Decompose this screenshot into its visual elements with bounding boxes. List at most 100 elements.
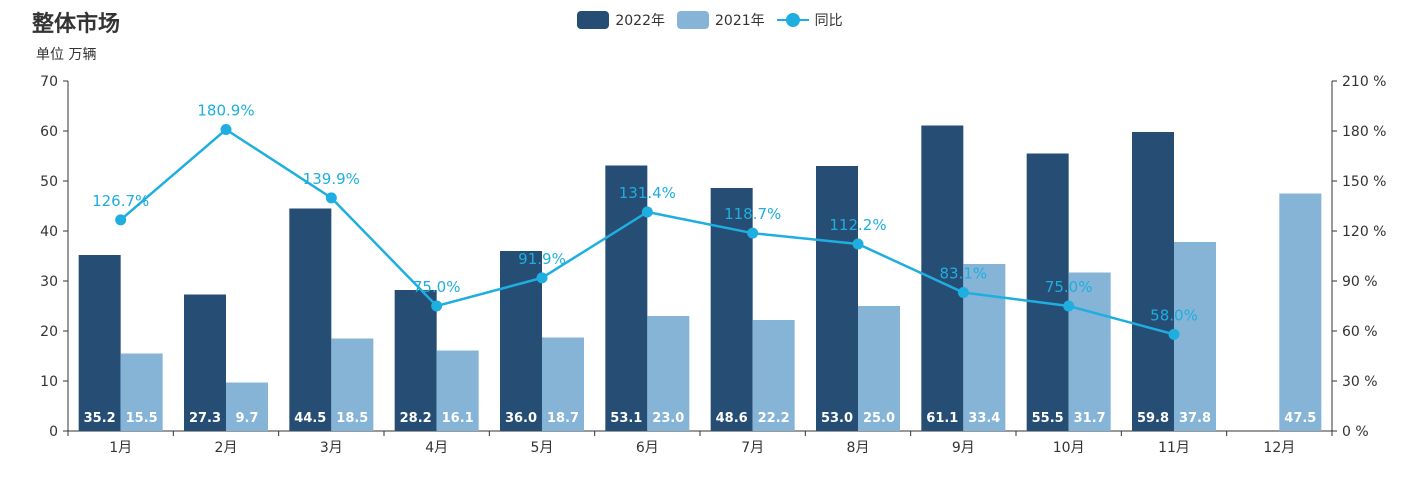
bar-2022	[289, 208, 332, 431]
bar-2022	[1026, 153, 1069, 431]
y-left-tick-label: 60	[40, 124, 58, 140]
yoy-point	[536, 272, 548, 284]
bar-label-2021: 9.7	[235, 411, 258, 426]
bar-2021	[963, 264, 1006, 431]
bar-label-2022: 35.2	[84, 411, 116, 426]
bar-label-2021: 31.7	[1074, 411, 1106, 426]
yoy-line	[119, 127, 1175, 336]
yoy-label: 83.1%	[940, 265, 988, 283]
x-tick-label: 4月	[425, 440, 448, 456]
bar-2022	[184, 294, 226, 431]
bar-2021	[120, 353, 163, 431]
legend-item-yoy[interactable]: 同比	[776, 10, 843, 30]
x-tick-label: 11月	[1158, 440, 1190, 456]
x-tick-label: 6月	[636, 440, 659, 456]
bar-label-2021: 18.7	[547, 411, 579, 426]
y-right-tick-label: 180 %	[1342, 124, 1386, 140]
bar-2021	[1174, 242, 1216, 431]
y-right-tick-label: 210 %	[1342, 74, 1386, 90]
chart-title: 整体市场	[32, 12, 121, 37]
x-tick-label: 1月	[109, 440, 132, 456]
bar-label-2021: 37.8	[1179, 411, 1211, 426]
bar-2021	[752, 320, 795, 431]
x-tick-label: 8月	[847, 440, 870, 456]
legend-swatch-yoy	[776, 11, 809, 29]
yoy-point	[220, 124, 232, 135]
bar-label-2022: 53.1	[610, 411, 642, 426]
bar-2022	[500, 251, 542, 431]
y-right-tick-label: 90 %	[1342, 274, 1378, 290]
bar-2022	[605, 165, 648, 431]
y-right-tick-label: 30 %	[1342, 374, 1378, 390]
bar-2022	[394, 290, 437, 431]
y-right-tick-label: 150 %	[1342, 174, 1386, 190]
yoy-label: 75.0%	[1045, 278, 1093, 296]
yoy-label: 139.9%	[303, 170, 360, 188]
bar-label-2022: 59.8	[1137, 411, 1169, 426]
bar-label-2021: 18.5	[336, 411, 368, 426]
x-tick-label: 9月	[952, 440, 975, 456]
yoy-point	[1063, 300, 1075, 312]
yoy-point	[325, 192, 337, 204]
unit-label: 单位 万辆	[36, 47, 97, 63]
bar-label-2021: 33.4	[968, 411, 1000, 426]
x-tick-label: 5月	[531, 440, 554, 456]
y-right-tick-label: 120 %	[1342, 224, 1386, 240]
yoy-point	[115, 214, 127, 226]
yoy-point	[1168, 328, 1180, 340]
legend-swatch-2021	[677, 11, 709, 29]
legend-label-yoy: 同比	[814, 13, 843, 29]
bar-label-2022: 55.5	[1032, 411, 1064, 426]
x-tick-label: 10月	[1053, 440, 1085, 456]
bar-label-2021: 22.2	[758, 411, 790, 426]
y-left-tick-label: 50	[40, 174, 58, 190]
y-right-tick-label: 0 %	[1342, 424, 1369, 440]
yoy-label: 75.0%	[413, 278, 461, 296]
x-tick-label: 12月	[1263, 440, 1295, 456]
yoy-label: 91.9%	[518, 250, 566, 268]
bar-label-2021: 16.1	[442, 411, 474, 426]
yoy-point	[957, 287, 969, 298]
bar-2021	[1279, 193, 1322, 431]
yoy-point	[641, 206, 653, 218]
bar-label-2022: 53.0	[821, 411, 853, 426]
bar-label-2022: 28.2	[400, 411, 432, 426]
yoy-label: 126.7%	[92, 192, 149, 210]
bar-2021	[858, 306, 900, 431]
bar-label-2022: 48.6	[716, 411, 748, 426]
bar-2021	[331, 338, 374, 431]
bar-label-2022: 27.3	[189, 411, 221, 426]
bar-label-2022: 61.1	[926, 411, 958, 426]
yoy-label: 112.2%	[829, 216, 886, 234]
legend-label-2021: 2021年	[715, 13, 765, 29]
bar-2021	[542, 337, 584, 431]
legend-label-2022: 2022年	[615, 13, 665, 29]
bar-label-2021: 15.5	[126, 411, 158, 426]
legend-item-2021[interactable]: 2021年	[677, 10, 765, 30]
y-left-tick-label: 0	[49, 424, 58, 440]
yoy-point	[852, 238, 864, 250]
yoy-label: 180.9%	[197, 102, 254, 120]
bar-2021	[436, 350, 479, 431]
bar-2022	[710, 188, 753, 431]
y-left-tick-label: 70	[40, 74, 58, 90]
y-left-tick-label: 10	[40, 374, 58, 390]
y-left-tick-label: 40	[40, 224, 58, 240]
yoy-point	[747, 227, 759, 239]
bar-2022	[816, 166, 858, 431]
bar-label-2021: 25.0	[863, 411, 895, 426]
bar-2021	[1068, 272, 1111, 431]
legend-swatch-2022	[577, 11, 610, 29]
y-right-tick-label: 60 %	[1342, 324, 1378, 340]
yoy-label: 118.7%	[724, 205, 781, 223]
legend-item-2022[interactable]: 2022年	[577, 10, 665, 30]
x-tick-label: 2月	[215, 440, 238, 456]
y-left-tick-label: 30	[40, 274, 58, 290]
y-left-tick-label: 20	[40, 324, 58, 340]
x-tick-label: 3月	[320, 440, 343, 456]
x-tick-label: 7月	[741, 440, 764, 456]
bar-2022	[921, 125, 964, 431]
bar-label-2021: 47.5	[1284, 411, 1316, 426]
bar-label-2022: 44.5	[294, 411, 326, 426]
